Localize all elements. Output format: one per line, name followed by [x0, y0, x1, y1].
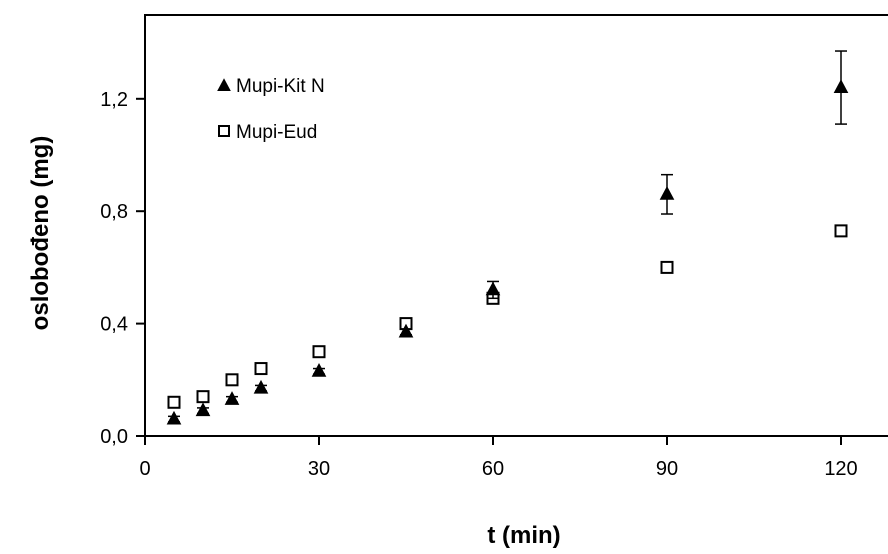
x-axis-title: t (min)	[487, 522, 560, 549]
kit-n-point	[195, 402, 211, 417]
kit-n-point	[659, 186, 675, 200]
kit-n-point	[311, 363, 327, 377]
x-tick-label: 30	[308, 458, 330, 480]
eud-point	[660, 260, 674, 274]
kit-n-point	[398, 323, 414, 338]
x-axis: 0 30 60 90 120	[139, 436, 858, 480]
y-tick-label: 0,0	[100, 426, 128, 448]
y-axis: 0,0 0,4 0,8 1,2	[100, 89, 145, 448]
eud-point	[254, 362, 268, 376]
x-tick-label: 120	[824, 458, 857, 480]
kit-n-point	[485, 281, 501, 296]
kit-n-point	[224, 391, 240, 405]
data-series	[166, 50, 849, 425]
x-tick-label: 90	[656, 458, 678, 480]
x-tick-label: 0	[139, 458, 150, 480]
legend-square-icon	[218, 125, 230, 137]
eud-point	[312, 345, 326, 359]
eud-point	[834, 224, 848, 238]
plot-frame	[144, 14, 888, 437]
eud-point	[196, 390, 210, 404]
legend-label: Mupi-Kit N	[236, 76, 325, 97]
y-tick-label: 1,2	[100, 89, 128, 111]
legend-triangle-icon	[217, 78, 231, 92]
kit-n-point	[166, 410, 182, 425]
x-tick-label: 60	[482, 458, 504, 480]
kit-n-point	[833, 79, 849, 93]
eud-point	[225, 373, 239, 387]
legend: Mupi-Kit N Mupi-Eud	[217, 76, 325, 143]
eud-point	[167, 395, 181, 409]
kit-n-point	[253, 379, 269, 394]
y-axis-title: oslobođeno (mg)	[27, 136, 54, 331]
y-tick-label: 0,4	[100, 314, 128, 336]
legend-label: Mupi-Eud	[236, 122, 317, 143]
y-tick-label: 0,8	[100, 201, 128, 223]
